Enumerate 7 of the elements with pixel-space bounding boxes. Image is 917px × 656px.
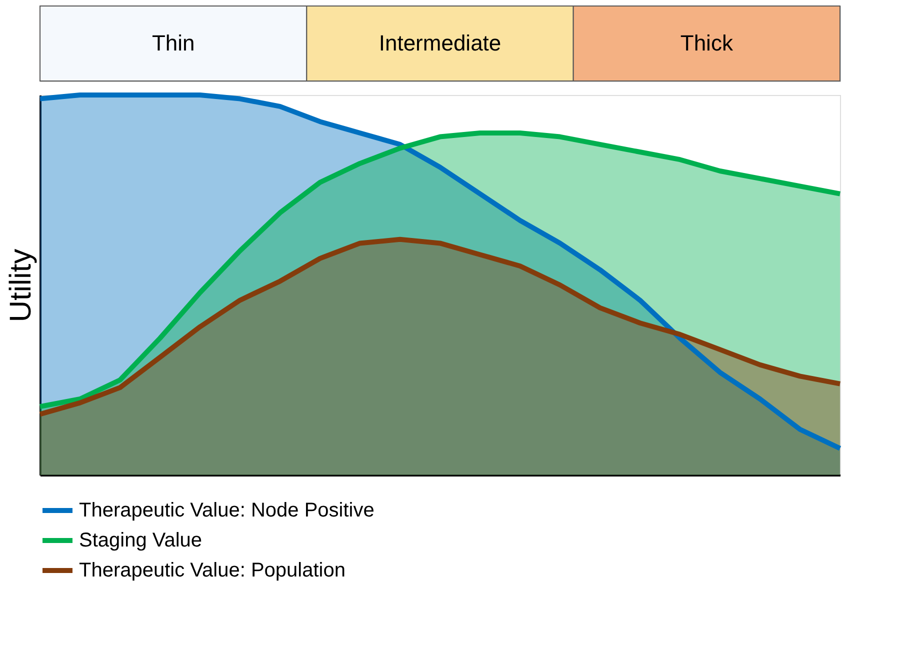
- text: Intermediate: [378, 30, 502, 56]
- legend-label: Staging Value: [79, 530, 202, 552]
- y-axis-title: Utility: [4, 248, 38, 322]
- text: Thick: [680, 30, 734, 56]
- text: Thin: [152, 30, 195, 56]
- legend-label: Therapeutic Value: Node Positive: [79, 500, 374, 522]
- legend-label: Therapeutic Value: Population: [79, 560, 346, 582]
